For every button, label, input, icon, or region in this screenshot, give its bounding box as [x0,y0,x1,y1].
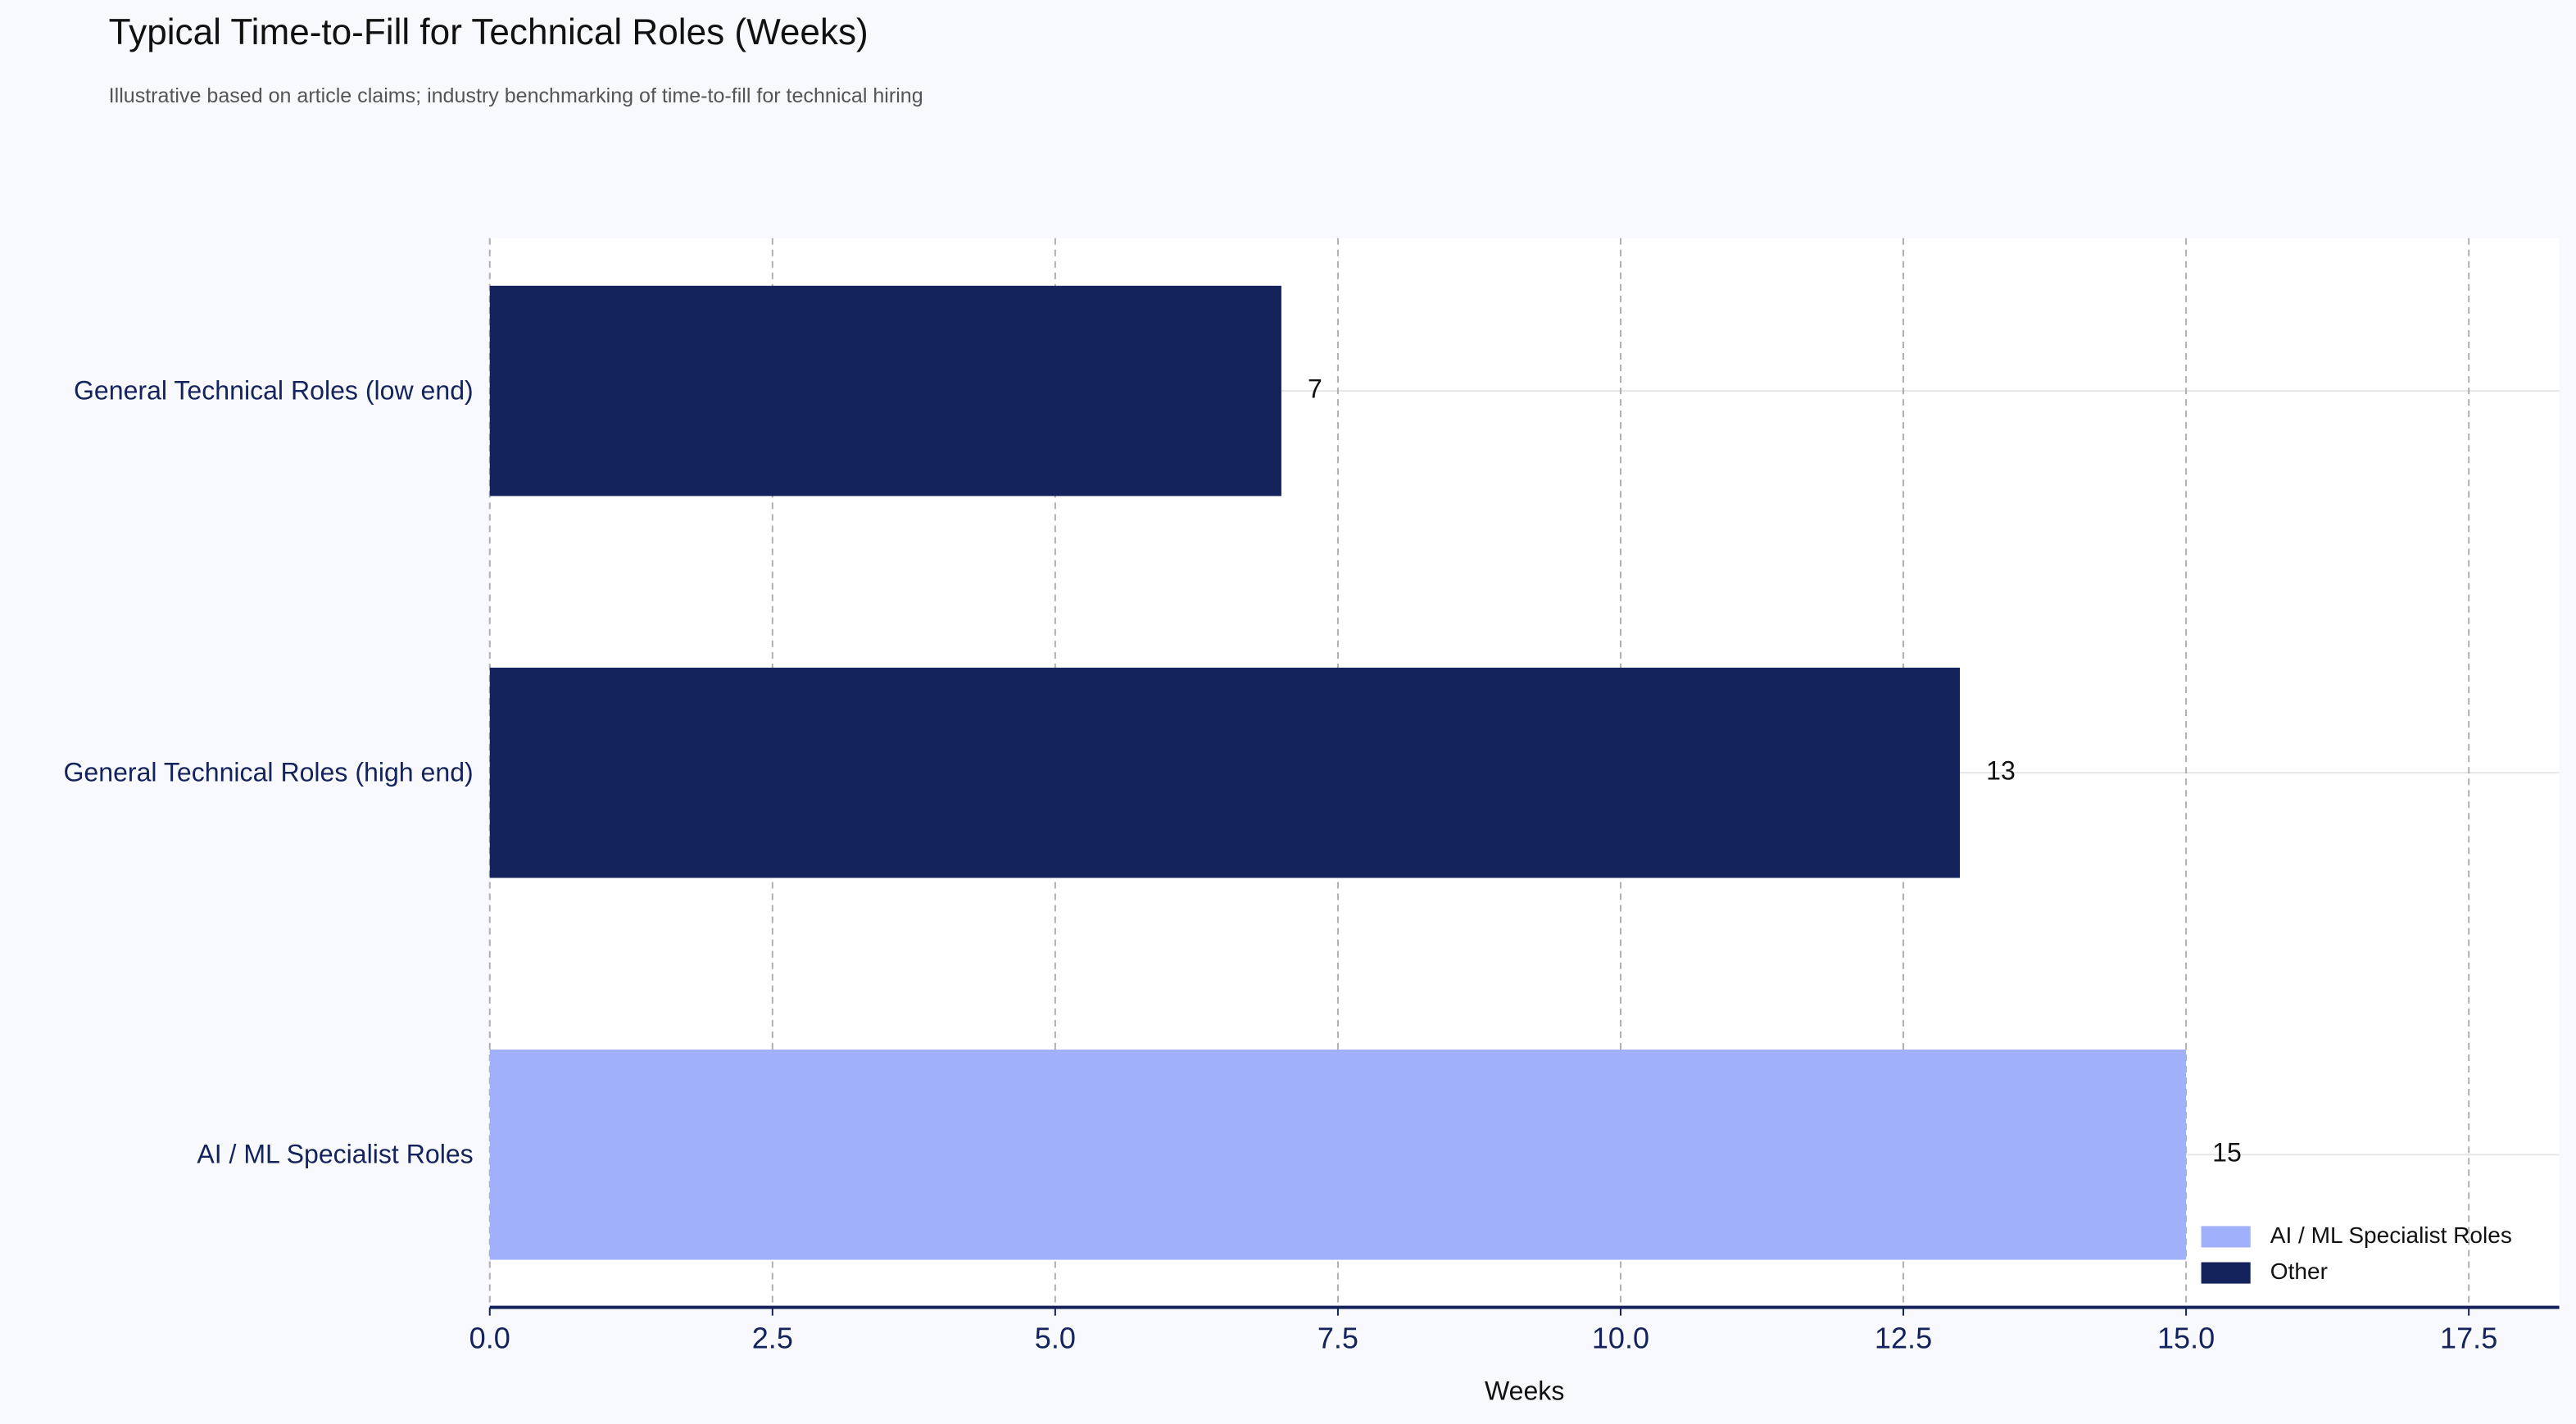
bar [489,285,1281,497]
x-tick-label: 2.5 [752,1321,793,1354]
x-tick-label: 15.0 [2157,1321,2215,1354]
x-tick-label: 0.0 [469,1321,510,1354]
x-tick-label: 7.5 [1317,1321,1358,1354]
y-tick-label: AI / ML Specialist Roles [197,1140,473,1169]
legend-swatch [2201,1262,2251,1284]
legend-label: AI / ML Specialist Roles [2270,1222,2512,1248]
data-label: 15 [2212,1138,2242,1168]
chart-title: Typical Time-to-Fill for Technical Roles… [109,12,868,52]
x-tick-label: 17.5 [2440,1321,2497,1354]
data-label: 13 [1986,756,2016,786]
x-axis-label: Weeks [1485,1376,1564,1405]
x-tick-label: 10.0 [1592,1321,1649,1354]
x-tick-label: 5.0 [1035,1321,1076,1354]
bar [489,1049,2187,1260]
y-tick-label: General Technical Roles (low end) [74,376,474,406]
legend-label: Other [2270,1258,2328,1284]
bar [489,667,1961,878]
legend-swatch [2201,1226,2251,1248]
chart-subtitle: Illustrative based on article claims; in… [109,84,923,107]
x-tick-label: 12.5 [1875,1321,1932,1354]
y-tick-label: General Technical Roles (high end) [63,758,473,787]
data-label: 7 [1308,374,1322,404]
